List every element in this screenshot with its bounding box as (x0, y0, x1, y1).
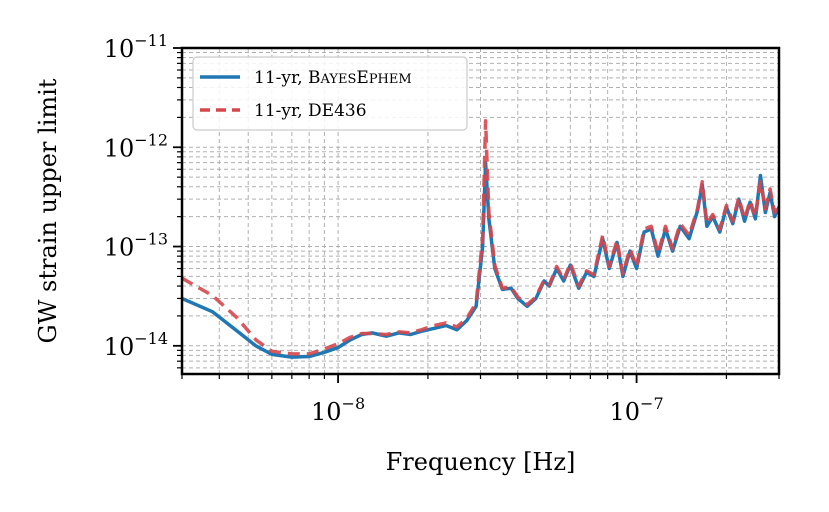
x-tick-label: 10−8 (311, 394, 365, 426)
y-tick-label: 10−13 (104, 230, 168, 262)
tick-mantissa: 10 (311, 398, 342, 426)
legend-label-part: 11-yr, (254, 68, 308, 88)
tick-mantissa: 10 (104, 35, 135, 63)
y-tick-label: 10−11 (104, 31, 168, 63)
series-line-de436 (182, 119, 779, 356)
legend-box (192, 56, 468, 131)
tick-exponent: −7 (640, 394, 664, 413)
tick-exponent: −12 (134, 130, 168, 149)
y-axis-label: GW strain upper limit (34, 78, 62, 343)
tick-mantissa: 10 (610, 398, 641, 426)
tick-mantissa: 10 (104, 234, 135, 262)
legend: 11-yr, BAYESEPHEM 11-yr, DE436 (192, 56, 468, 131)
tick-mantissa: 10 (104, 134, 135, 162)
tick-mantissa: 10 (104, 333, 135, 361)
x-tick-label: 10−7 (610, 394, 664, 426)
tick-exponent: −13 (134, 230, 168, 249)
series-lines (182, 119, 779, 359)
legend-label-de436: 11-yr, DE436 (254, 101, 367, 121)
x-axis-label: Frequency [Hz] (386, 448, 576, 476)
legend-label-part: E (356, 68, 368, 88)
legend-label-part: PHEM (369, 72, 412, 87)
tick-exponent: −14 (134, 329, 168, 348)
ticks (173, 47, 780, 383)
legend-label-part: B (308, 68, 321, 88)
series-line-bayesephem (182, 160, 779, 359)
legend-label-part: AYES (320, 72, 357, 87)
y-tick-label: 10−14 (104, 329, 168, 361)
tick-exponent: −11 (134, 31, 168, 50)
legend-label-bayesephem: 11-yr, BAYESEPHEM (254, 68, 412, 88)
legend-label-part: 11-yr, DE436 (254, 101, 367, 121)
y-tick-label: 10−12 (104, 130, 168, 162)
tick-exponent: −8 (342, 394, 366, 413)
